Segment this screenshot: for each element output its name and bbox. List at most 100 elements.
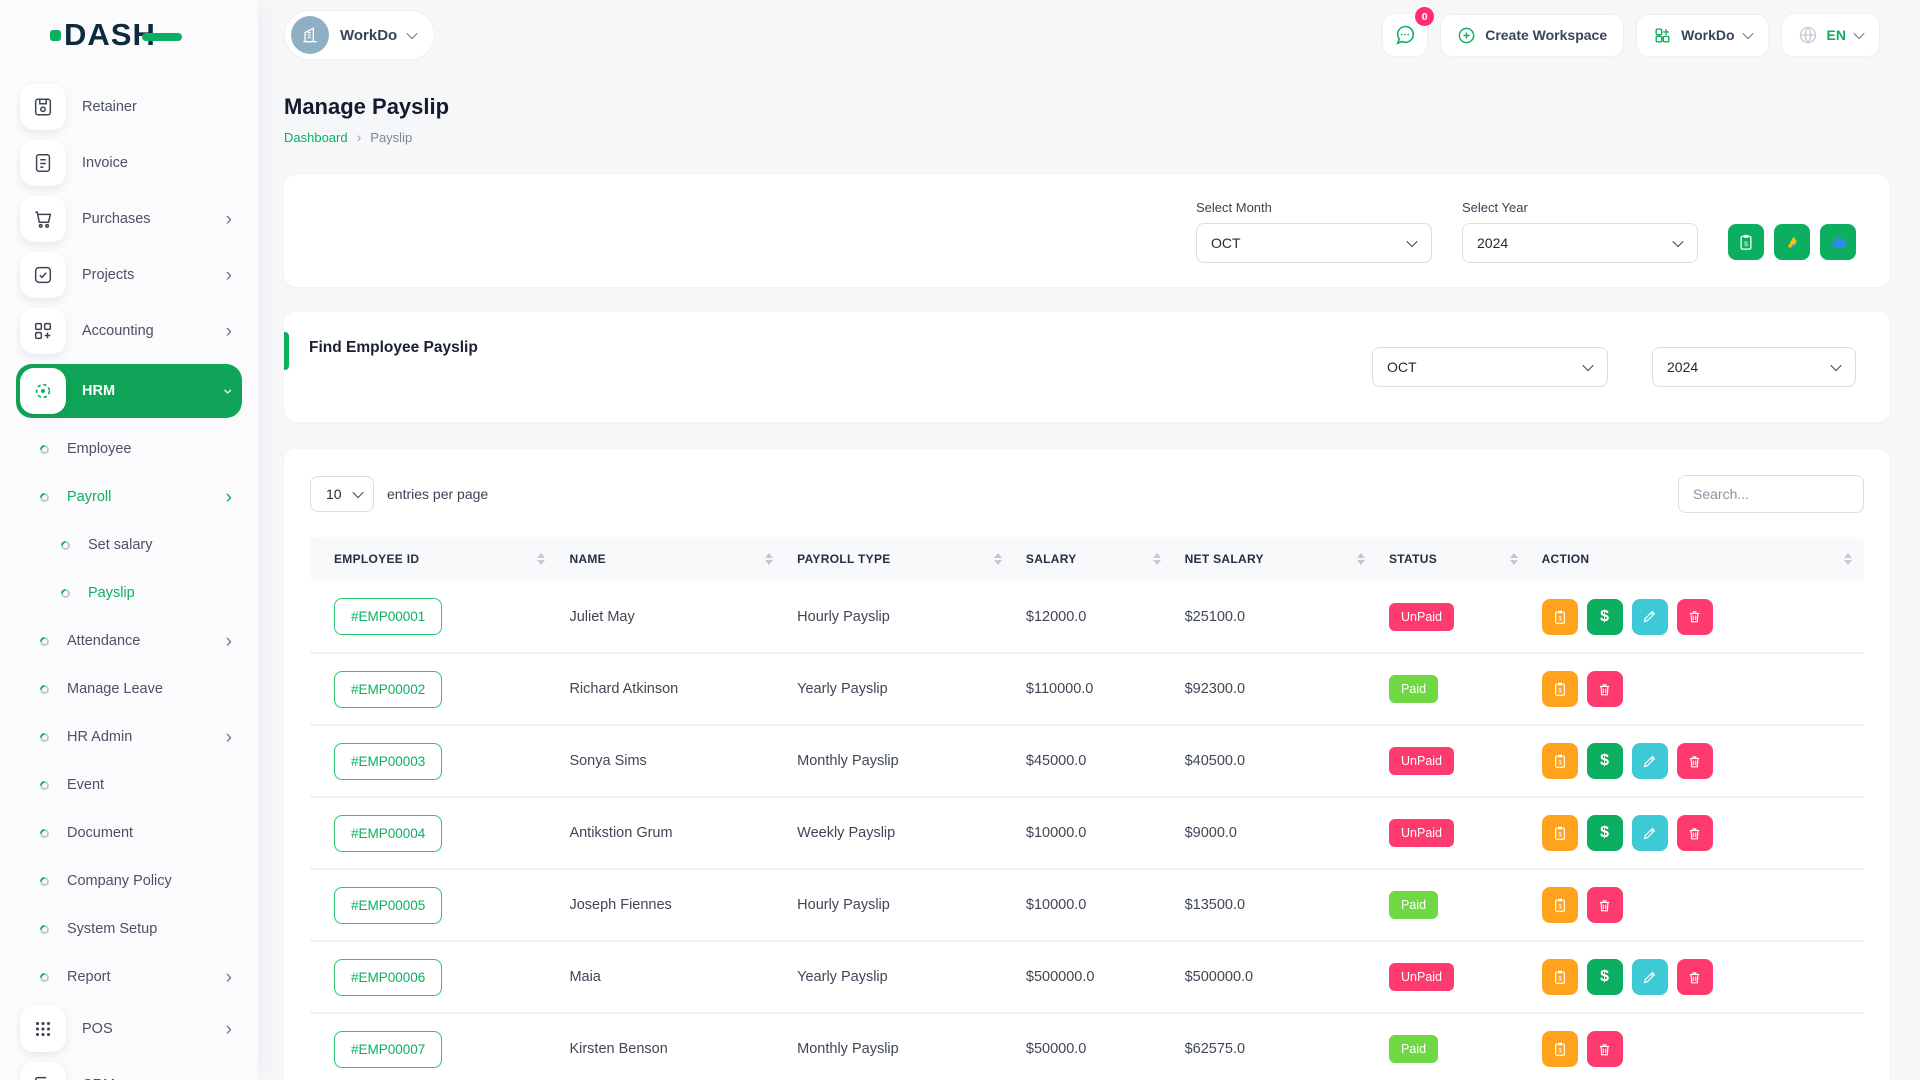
sidebar-item-invoice[interactable]: Invoice bbox=[16, 140, 242, 186]
sort-icon[interactable] bbox=[1509, 553, 1518, 565]
pay-button[interactable]: $ bbox=[1586, 743, 1623, 779]
bullet-icon bbox=[59, 586, 72, 600]
sidebar-item-document[interactable]: Document bbox=[16, 814, 242, 852]
status-badge: UnPaid bbox=[1389, 602, 1454, 631]
sidebar-item-system-setup[interactable]: System Setup bbox=[16, 910, 242, 948]
invoice-icon bbox=[20, 140, 66, 186]
workspace-selector[interactable]: WorkDo bbox=[284, 10, 436, 60]
delete-button[interactable] bbox=[1586, 1031, 1623, 1067]
sort-icon[interactable] bbox=[1152, 553, 1161, 565]
year-select[interactable]: 2024 bbox=[1462, 222, 1698, 263]
sidebar-item-accounting[interactable]: Accounting › bbox=[16, 308, 242, 354]
search-input[interactable] bbox=[1678, 475, 1864, 513]
payslip-button[interactable]: $ bbox=[1541, 815, 1578, 851]
find-month-value: OCT bbox=[1387, 359, 1417, 375]
sidebar-item-manage-leave[interactable]: Manage Leave bbox=[16, 670, 242, 708]
sidebar-item-hr-admin[interactable]: HR Admin › bbox=[16, 718, 242, 756]
column-header-label: NET SALARY bbox=[1184, 552, 1264, 566]
employee-id-link[interactable]: #EMP00004 bbox=[334, 814, 443, 852]
sidebar-item-retainer[interactable]: Retainer bbox=[16, 84, 242, 130]
chevron-down-icon bbox=[1830, 359, 1842, 372]
find-month-select[interactable]: OCT bbox=[1372, 347, 1608, 387]
delete-button[interactable] bbox=[1586, 887, 1623, 923]
employee-id-link[interactable]: #EMP00002 bbox=[334, 670, 443, 708]
payslip-button[interactable]: $ bbox=[1541, 743, 1578, 779]
workspace-avatar bbox=[291, 16, 329, 54]
check-square-icon bbox=[34, 266, 52, 284]
sort-icon[interactable] bbox=[993, 553, 1002, 565]
column-header-net-salary: NET SALARY bbox=[1172, 537, 1377, 581]
payslip-button[interactable]: $ bbox=[1541, 887, 1578, 923]
employee-name-cell: Antikstion Grum bbox=[557, 797, 786, 870]
salary-cell: $50000.0 bbox=[1013, 1013, 1173, 1080]
salary-cell: $10000.0 bbox=[1013, 797, 1173, 870]
employee-id-link[interactable]: #EMP00006 bbox=[334, 958, 443, 996]
sidebar-item-label: Employee bbox=[67, 441, 132, 457]
svg-text:$: $ bbox=[1558, 904, 1562, 910]
payslip-button[interactable]: $ bbox=[1541, 959, 1578, 995]
pay-button[interactable]: $ bbox=[1586, 598, 1623, 635]
sidebar-item-pos[interactable]: POS › bbox=[16, 1006, 242, 1052]
cloud-export-button[interactable] bbox=[1820, 224, 1856, 260]
delete-button[interactable] bbox=[1676, 815, 1713, 851]
sidebar-item-event[interactable]: Event bbox=[16, 766, 242, 804]
app-logo[interactable]: DASH bbox=[50, 17, 182, 53]
sidebar-item-label: Set salary bbox=[88, 537, 153, 553]
sort-icon[interactable] bbox=[765, 553, 774, 565]
sidebar-item-purchases[interactable]: Purchases › bbox=[16, 196, 242, 242]
delete-button[interactable] bbox=[1586, 671, 1623, 707]
payslip-button[interactable]: $ bbox=[1541, 1031, 1578, 1067]
employee-id-link[interactable]: #EMP00007 bbox=[334, 1030, 443, 1068]
edit-button[interactable] bbox=[1631, 743, 1668, 779]
edit-button[interactable] bbox=[1631, 598, 1668, 635]
action-buttons: $ $ bbox=[1541, 959, 1852, 995]
sidebar-item-projects[interactable]: Projects › bbox=[16, 252, 242, 298]
svg-text:$: $ bbox=[1558, 760, 1562, 766]
payslip-button[interactable]: $ bbox=[1541, 671, 1578, 707]
sort-icon[interactable] bbox=[537, 553, 546, 565]
create-workspace-button[interactable]: Create Workspace bbox=[1440, 13, 1625, 57]
edit-button[interactable] bbox=[1631, 815, 1668, 851]
workdo-menu-button[interactable]: WorkDo bbox=[1636, 13, 1769, 57]
payslip-button[interactable]: $ bbox=[1541, 598, 1578, 635]
clipboard-dollar-icon: $ bbox=[1554, 682, 1565, 696]
sidebar-item-payslip[interactable]: Payslip bbox=[16, 574, 242, 612]
find-year-select[interactable]: 2024 bbox=[1652, 347, 1856, 387]
breadcrumb-dashboard-link[interactable]: Dashboard bbox=[284, 129, 348, 145]
sidebar-item-report[interactable]: Report › bbox=[16, 958, 242, 996]
crm-icon bbox=[34, 1076, 47, 1080]
pencil-icon bbox=[1643, 971, 1656, 983]
employee-id-link[interactable]: #EMP00005 bbox=[334, 886, 443, 924]
sidebar-item-crm[interactable]: CRM › bbox=[16, 1062, 242, 1080]
sidebar-item-set-salary[interactable]: Set salary bbox=[16, 526, 242, 564]
clipboard-dollar-icon: $ bbox=[1554, 826, 1565, 840]
bulk-payment-button[interactable]: $ bbox=[1728, 224, 1764, 260]
page-size-select[interactable]: 10 bbox=[310, 476, 374, 512]
sidebar-item-employee[interactable]: Employee bbox=[16, 430, 242, 468]
employee-id-link[interactable]: #EMP00001 bbox=[334, 598, 443, 635]
drive-export-button[interactable] bbox=[1774, 224, 1810, 260]
sort-icon[interactable] bbox=[1844, 553, 1852, 565]
sidebar-item-attendance[interactable]: Attendance › bbox=[16, 622, 242, 660]
pay-button[interactable]: $ bbox=[1586, 815, 1623, 851]
delete-button[interactable] bbox=[1676, 959, 1713, 995]
pay-button[interactable]: $ bbox=[1586, 959, 1623, 995]
chevron-right-icon: › bbox=[225, 726, 232, 748]
edit-button[interactable] bbox=[1631, 959, 1668, 995]
sidebar-item-label: Projects bbox=[82, 267, 135, 283]
delete-button[interactable] bbox=[1676, 743, 1713, 779]
pos-icon bbox=[20, 1006, 66, 1052]
month-select[interactable]: OCT bbox=[1196, 222, 1432, 263]
language-selector[interactable]: EN bbox=[1780, 13, 1880, 57]
net-salary-cell: $500000.0 bbox=[1172, 941, 1377, 1014]
clipboard-dollar-icon: $ bbox=[1554, 610, 1565, 624]
svg-text:$: $ bbox=[1744, 241, 1748, 248]
messages-button[interactable]: 0 bbox=[1382, 7, 1435, 57]
sidebar-item-payroll[interactable]: Payroll › bbox=[16, 478, 242, 516]
sidebar-item-company-policy[interactable]: Company Policy bbox=[16, 862, 242, 900]
sidebar-item-hrm[interactable]: HRM › bbox=[16, 364, 242, 418]
delete-button[interactable] bbox=[1676, 598, 1713, 635]
net-salary-cell: $62575.0 bbox=[1172, 1013, 1377, 1080]
employee-id-link[interactable]: #EMP00003 bbox=[334, 742, 443, 780]
sort-icon[interactable] bbox=[1357, 553, 1365, 565]
